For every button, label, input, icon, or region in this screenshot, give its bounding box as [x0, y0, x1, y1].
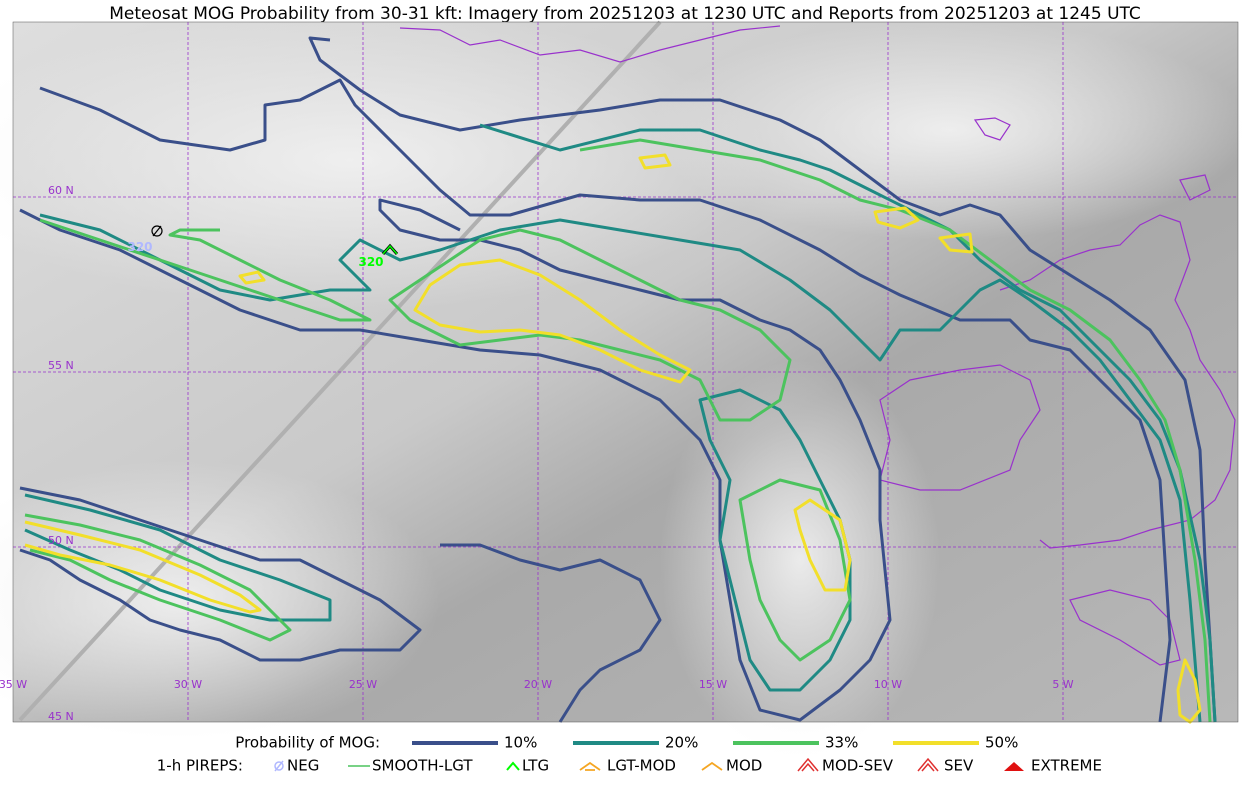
neg-marker	[151, 225, 163, 237]
legend-label: 50%	[985, 734, 1018, 752]
neg-marker	[152, 225, 162, 237]
pirep-markers: 320 320	[127, 225, 399, 269]
pirep-label: 320	[358, 255, 383, 269]
cloud-band	[650, 20, 1250, 240]
legend-icon	[797, 757, 819, 772]
legend-icon	[701, 761, 723, 771]
cloud-band	[0, 460, 440, 740]
lon-label: 25 W	[349, 678, 377, 691]
lon-label: 35 W	[0, 678, 27, 691]
legend-label: LTG	[522, 757, 549, 775]
legend-label: SEV	[944, 757, 974, 775]
pirep-label: 320	[127, 240, 152, 254]
legend-icon	[579, 761, 601, 771]
lon-label: 5 W	[1052, 678, 1073, 691]
graticule	[13, 22, 1238, 722]
cloud-band	[0, 10, 770, 310]
legend: Probability of MOG: 10% 20% 33% 50% 1-h …	[157, 734, 1102, 775]
legend-icon	[506, 761, 520, 771]
lat-label: 60 N	[48, 184, 74, 197]
legend-label: 20%	[665, 734, 698, 752]
graticule-labels: 60 N 55 N 50 N 45 N 35 W 30 W 25 W 20 W …	[0, 184, 1074, 723]
lat-label: 55 N	[48, 359, 74, 372]
ltg-marker	[382, 244, 398, 255]
legend-label: LGT-MOD	[607, 757, 676, 775]
lat-label: 45 N	[48, 710, 74, 723]
legend-label: NEG	[287, 757, 319, 775]
legend-icon	[274, 760, 284, 772]
legend-label: EXTREME	[1031, 757, 1102, 775]
probability-contours	[19, 36, 1217, 724]
legend-label: 10%	[504, 734, 537, 752]
legend-icon	[1004, 762, 1024, 771]
legend-label: 33%	[825, 734, 858, 752]
legend-heading: Probability of MOG:	[235, 734, 380, 752]
map-area: 320 320 60 N 55 N 50 N 45 N 35 W 30 W 25…	[0, 10, 1250, 760]
legend-icon	[274, 761, 284, 771]
legend-heading: 1-h PIREPS:	[157, 757, 243, 775]
lon-label: 10 W	[874, 678, 902, 691]
legend-label: MOD	[726, 757, 762, 775]
legend-label: MOD-SEV	[822, 757, 894, 775]
map-frame	[12, 21, 1239, 723]
lon-label: 20 W	[524, 678, 552, 691]
legend-label: SMOOTH-LGT	[372, 757, 473, 775]
cloud-band	[660, 360, 940, 760]
lat-label: 50 N	[48, 534, 74, 547]
lon-label: 30 W	[174, 678, 202, 691]
legend-icon	[917, 757, 939, 772]
lon-label: 15 W	[699, 678, 727, 691]
